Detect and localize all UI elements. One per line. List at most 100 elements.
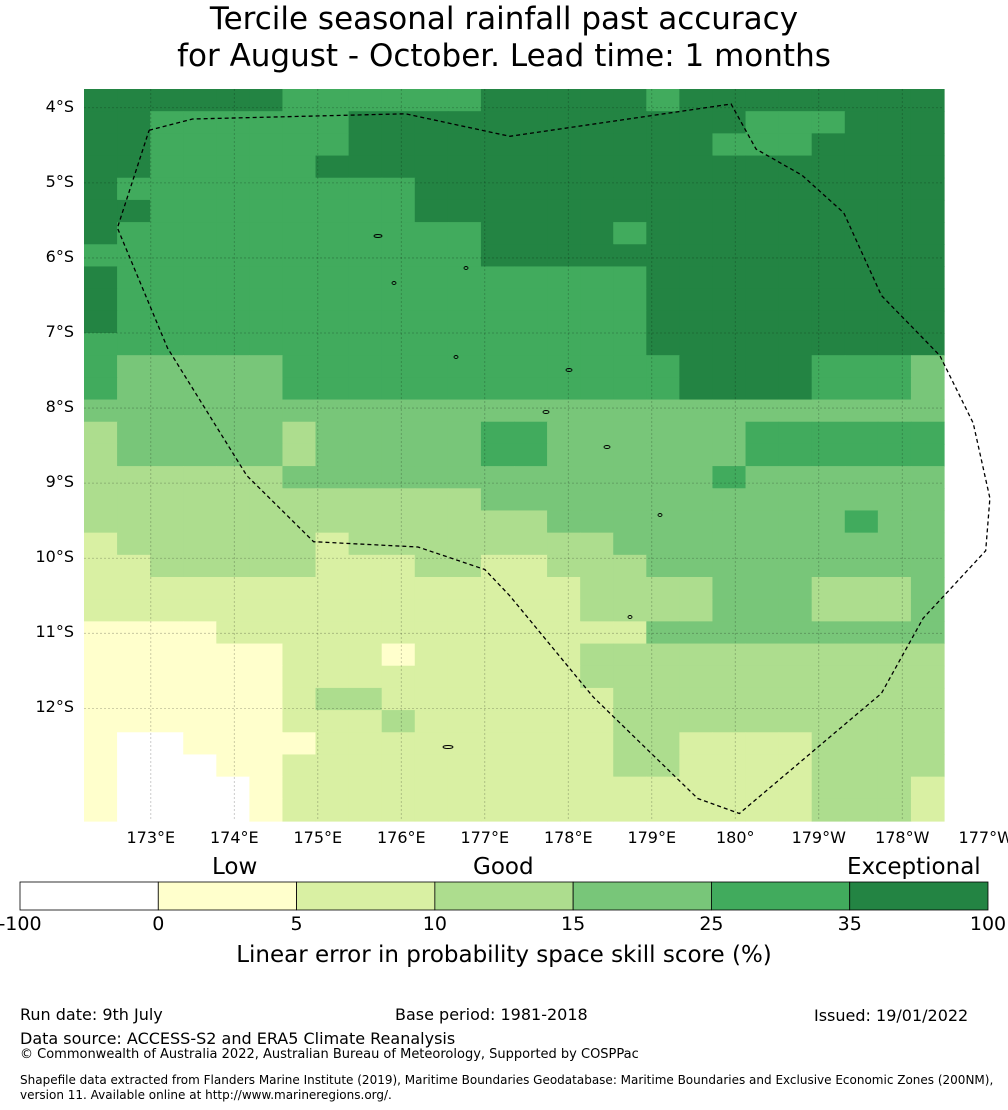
skill-cell: [910, 377, 945, 401]
skill-cell: [613, 665, 647, 689]
skill-cell: [910, 643, 945, 667]
skill-cell: [315, 266, 350, 290]
skill-cell: [811, 665, 846, 689]
skill-cell: [414, 421, 449, 445]
skill-cell: [381, 377, 416, 401]
skill-cell: [877, 288, 912, 312]
skill-cell: [150, 554, 184, 578]
skill-cell: [910, 466, 945, 489]
skill-cell: [811, 621, 846, 645]
skill-cell: [844, 399, 879, 423]
map-title-line-1: Tercile seasonal rainfall past accuracy: [209, 1, 799, 37]
skill-cell: [216, 310, 250, 334]
skill-cell: [249, 554, 284, 578]
longitude-label: 176°E: [376, 828, 426, 847]
skill-cell: [679, 266, 714, 290]
skill-cell: [910, 155, 945, 179]
skill-cell: [877, 399, 912, 423]
skill-cell: [282, 665, 317, 689]
skill-cell: [910, 754, 945, 778]
skill-cell: [547, 532, 581, 556]
skill-cell: [480, 155, 515, 179]
skill-cell: [910, 687, 945, 711]
skill-cell: [547, 355, 581, 378]
skill-cell: [249, 732, 284, 756]
skill-cell: [679, 687, 714, 711]
skill-cell: [580, 532, 614, 556]
skill-cell: [547, 776, 581, 800]
skill-cell: [348, 177, 383, 201]
skill-cell: [811, 643, 846, 667]
skill-cell: [348, 89, 383, 112]
skill-cell: [315, 754, 350, 778]
skill-cell: [480, 133, 515, 157]
skill-cell: [745, 710, 780, 733]
skill-cell: [745, 377, 780, 401]
longitude-label: 180°: [715, 828, 755, 847]
skill-cell: [811, 510, 846, 534]
colorbar-tick-label: 0: [152, 913, 165, 935]
skill-cell: [877, 665, 912, 689]
skill-cell: [84, 177, 118, 201]
skill-cell: [580, 333, 614, 356]
skill-cell: [613, 687, 647, 711]
skill-cell: [646, 244, 680, 268]
latitude-label: 10°S: [35, 547, 74, 567]
skill-cell: [910, 732, 945, 756]
skill-cell: [679, 421, 714, 445]
skill-cell: [646, 643, 680, 667]
skill-cell: [447, 687, 482, 711]
skill-cell: [712, 466, 747, 489]
skill-cell: [447, 355, 482, 378]
skill-cell: [447, 665, 482, 689]
skill-cell: [381, 266, 416, 290]
skill-cell: [249, 421, 284, 445]
skill-cell: [249, 466, 284, 489]
skill-cell: [348, 266, 383, 290]
skill-cell: [778, 488, 813, 512]
skill-cell: [877, 244, 912, 268]
skill-cell: [282, 488, 317, 512]
skill-cell: [514, 133, 548, 157]
skill-cell: [844, 266, 879, 290]
skill-cell: [646, 554, 680, 578]
skill-cell: [249, 443, 284, 467]
skill-cell: [117, 244, 151, 268]
skill-cell: [811, 421, 846, 445]
skill-cell: [613, 488, 647, 512]
skill-cell: [447, 244, 482, 268]
skill-cell: [778, 177, 813, 201]
skill-cell: [844, 133, 879, 157]
skill-cell: [480, 621, 515, 645]
skill-cell: [414, 443, 449, 467]
base-period: Base period: 1981-2018: [395, 1005, 588, 1024]
shapefile-credit-line-1: Shapefile data extracted from Flanders M…: [20, 1073, 994, 1087]
skill-cell: [514, 222, 548, 245]
longitude-label: 179°W: [791, 828, 846, 847]
skill-cell: [547, 222, 581, 245]
skill-cell: [547, 310, 581, 334]
skill-cell: [646, 665, 680, 689]
skill-cell: [315, 643, 350, 667]
skill-cell: [646, 377, 680, 401]
skill-cell: [877, 443, 912, 467]
skill-cell: [844, 310, 879, 334]
skill-cell: [679, 643, 714, 667]
skill-cell: [679, 532, 714, 556]
skill-cell: [778, 443, 813, 467]
skill-cell: [778, 288, 813, 312]
skill-cell: [183, 222, 217, 245]
skill-cell: [315, 244, 350, 268]
skill-cell: [282, 577, 317, 600]
colorbar-tick-label: 35: [837, 913, 862, 935]
skill-cell: [910, 532, 945, 556]
skill-cell: [216, 421, 250, 445]
longitude-label: 177°W: [958, 828, 1008, 847]
skill-cell: [84, 310, 118, 334]
category-low: Low: [212, 854, 258, 880]
skill-cell: [580, 111, 614, 134]
skill-cell: [414, 244, 449, 268]
skill-cell: [117, 687, 151, 711]
skill-cell: [249, 222, 284, 245]
skill-cell: [514, 532, 548, 556]
